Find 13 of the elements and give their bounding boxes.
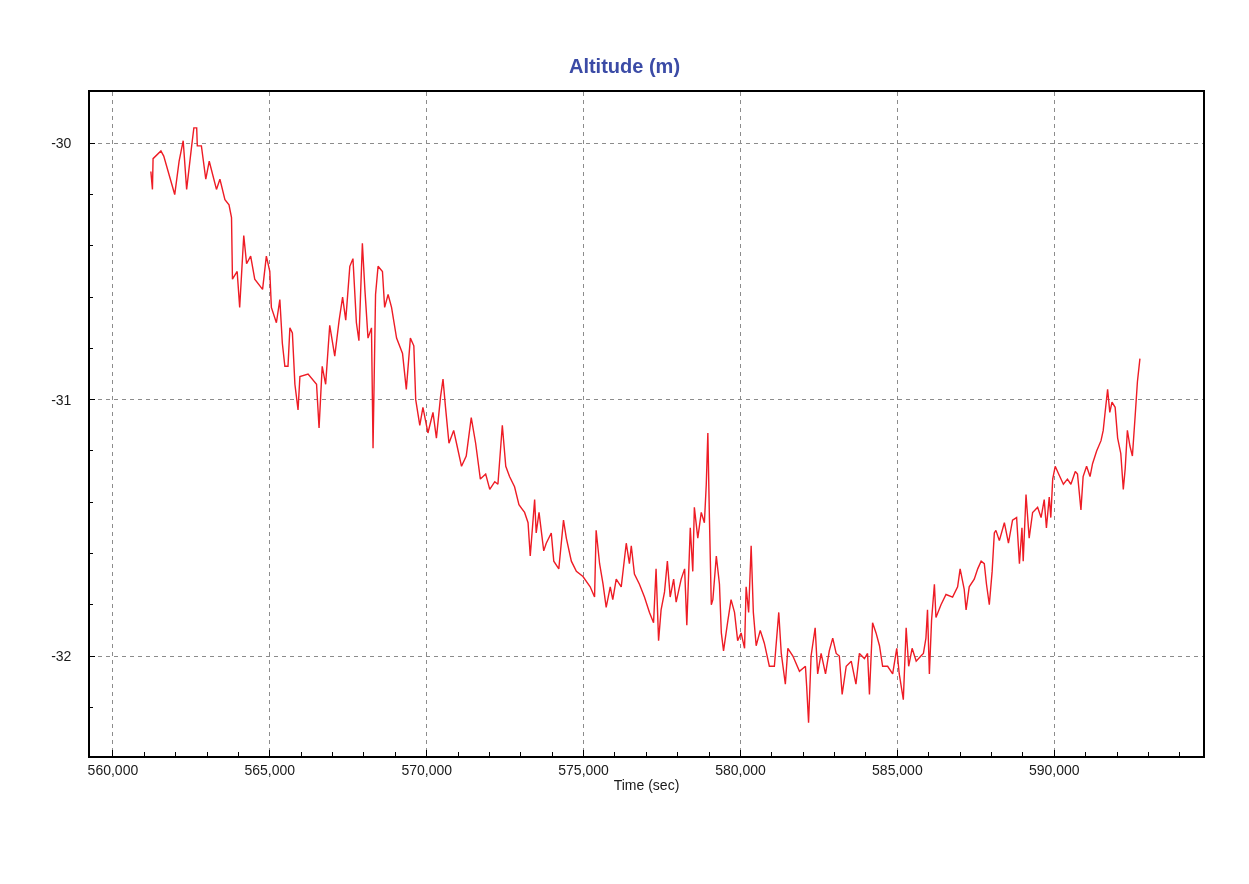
y-tick-label: -31 [51, 391, 72, 408]
line-series [150, 127, 1141, 724]
x-axis-title: Time (sec) [613, 777, 680, 794]
y-tick-label: -30 [51, 135, 72, 152]
x-tick-label: 585,000 [872, 761, 923, 778]
chart-title: Altitude (m) [568, 55, 681, 77]
x-tick-label: 570,000 [401, 761, 453, 778]
x-tick-label: 560,000 [87, 761, 139, 778]
y-tick-label: -32 [51, 647, 72, 664]
x-tick-label: 590,000 [1028, 761, 1080, 778]
x-tick-label: 575,000 [558, 761, 610, 778]
x-tick-label: 580,000 [715, 761, 766, 778]
x-tick-label: 565,000 [244, 761, 296, 778]
